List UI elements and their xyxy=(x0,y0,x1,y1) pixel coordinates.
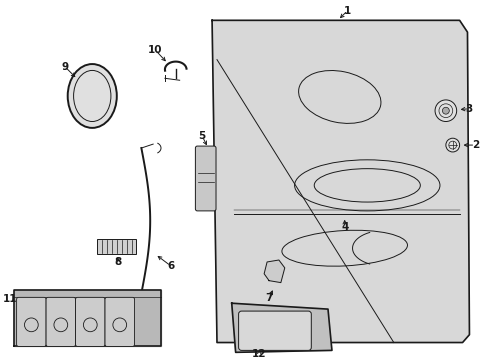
Text: 9: 9 xyxy=(61,62,68,72)
Text: 2: 2 xyxy=(471,140,478,150)
Text: 8: 8 xyxy=(114,257,121,267)
FancyBboxPatch shape xyxy=(97,239,136,254)
Polygon shape xyxy=(212,20,468,342)
Circle shape xyxy=(445,138,459,152)
Text: 6: 6 xyxy=(167,261,174,271)
Circle shape xyxy=(434,100,456,122)
Text: 10: 10 xyxy=(147,45,162,55)
Text: 5: 5 xyxy=(198,131,205,141)
FancyBboxPatch shape xyxy=(195,146,216,211)
Polygon shape xyxy=(14,291,161,346)
FancyBboxPatch shape xyxy=(238,311,311,350)
FancyBboxPatch shape xyxy=(105,297,134,346)
FancyBboxPatch shape xyxy=(17,297,46,346)
Polygon shape xyxy=(264,260,284,283)
Circle shape xyxy=(442,107,448,114)
Text: 7: 7 xyxy=(265,293,272,303)
Text: 11: 11 xyxy=(2,294,17,304)
Text: 4: 4 xyxy=(340,222,347,231)
FancyBboxPatch shape xyxy=(46,297,76,346)
FancyBboxPatch shape xyxy=(76,297,105,346)
Polygon shape xyxy=(231,303,331,352)
Ellipse shape xyxy=(67,64,117,128)
Text: 1: 1 xyxy=(344,5,350,15)
Text: 12: 12 xyxy=(251,349,266,359)
Text: 3: 3 xyxy=(465,104,472,114)
